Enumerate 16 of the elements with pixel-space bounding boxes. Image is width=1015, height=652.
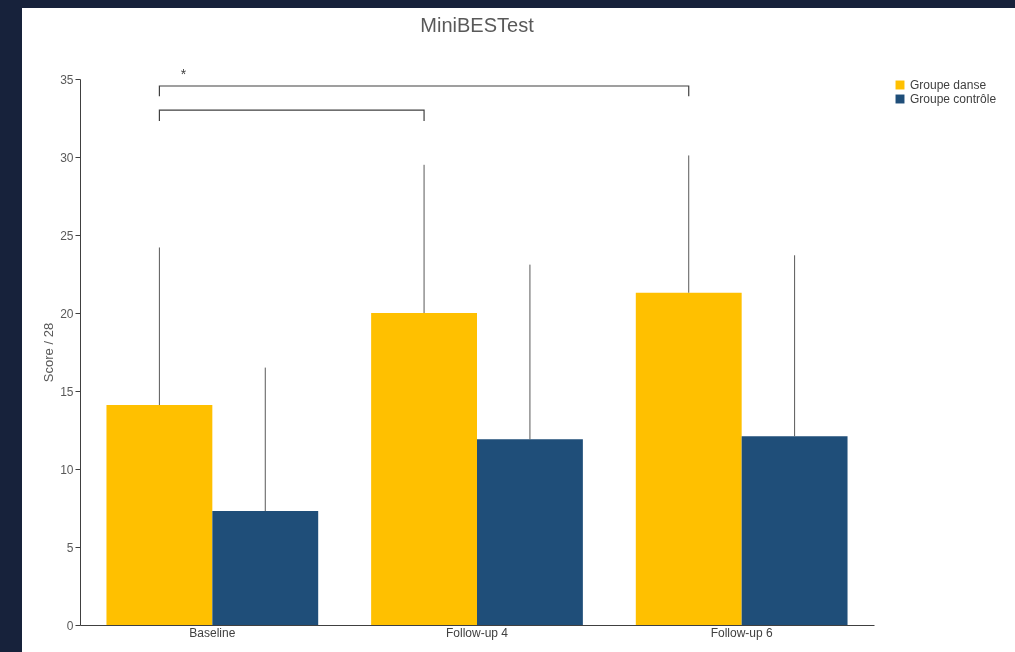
y-tick-label: 15 bbox=[60, 384, 74, 399]
chart-title: MiniBESTest bbox=[420, 14, 535, 37]
y-tick-label: 10 bbox=[60, 462, 74, 477]
legend-label: Groupe danse bbox=[910, 78, 987, 92]
legend-label: Groupe contrôle bbox=[910, 92, 997, 106]
y-axis-title: Score / 28 bbox=[41, 322, 57, 383]
x-tick-label: Baseline bbox=[189, 625, 236, 640]
y-tick-label: 5 bbox=[66, 540, 74, 555]
y-tick-label: 35 bbox=[60, 72, 74, 87]
annotation: * bbox=[180, 66, 187, 83]
y-tick-label: 20 bbox=[60, 306, 74, 321]
y-tick-label: 25 bbox=[60, 228, 74, 243]
y-tick-label: 30 bbox=[60, 150, 74, 165]
x-tick-label: Follow-up 6 bbox=[710, 625, 773, 640]
x-tick-label: Follow-up 4 bbox=[445, 625, 509, 640]
y-tick-label: 0 bbox=[66, 618, 74, 633]
